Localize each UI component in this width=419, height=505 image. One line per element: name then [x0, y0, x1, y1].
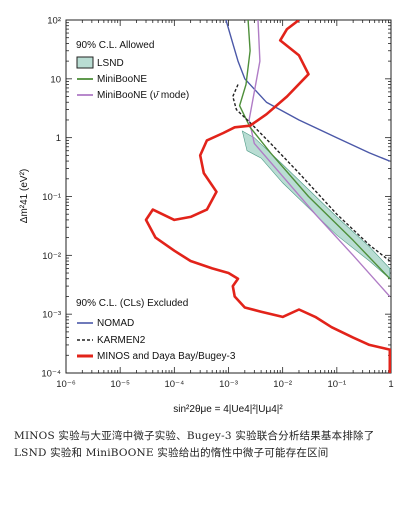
legend-miniboone-nubar-label: MiniBooNE (ν̄ mode) [97, 90, 189, 101]
x-tick-label: 10⁻¹ [327, 379, 346, 390]
legend-karmen2-label: KARMEN2 [97, 335, 146, 346]
y-tick-label: 1 [56, 133, 61, 144]
tick-marks [65, 19, 392, 374]
tick-labels: 10⁻⁶ 10⁻⁵ 10⁻⁴ 10⁻³ 10⁻² 10⁻¹ 1 10⁻⁴ 10⁻³ 10⁻² 10⁻… [41, 16, 393, 391]
x-tick-label: 10⁻⁶ [56, 379, 76, 390]
y-tick-label: 10⁻⁴ [41, 369, 61, 380]
minos-line [144, 20, 391, 373]
exclusion-plot: 10⁻⁶ 10⁻⁵ 10⁻⁴ 10⁻³ 10⁻² 10⁻¹ 1 10⁻⁴ 10⁻³ 10⁻² 10⁻… [19, 16, 394, 416]
y-axis-label: Δm²41 (eV²) [19, 169, 30, 223]
legend-allowed-title: 90% C.L. Allowed [76, 40, 154, 51]
legend-allowed: 90% C.L. Allowed LSND MiniBooNE MiniBooN… [76, 40, 189, 101]
miniboone-line [238, 20, 391, 280]
legend-minos-label: MINOS and Daya Bay/Bugey-3 [97, 351, 236, 362]
karmen2-line [232, 84, 391, 262]
x-tick-label: 10⁻³ [219, 379, 238, 390]
legend-lsnd-swatch [76, 56, 94, 69]
legend-excluded: 90% C.L. (CLs) Excluded NOMAD KARMEN2 MI… [76, 298, 236, 362]
y-tick-label: 10⁻¹ [42, 192, 61, 203]
legend-lsnd-label: LSND [97, 58, 124, 69]
legend-miniboone-label: MiniBooNE [97, 74, 147, 85]
x-tick-label: 10⁻² [273, 379, 292, 390]
y-tick-label: 10 [50, 74, 61, 85]
legend-nubar-pre: MiniBooNE ( [97, 90, 154, 101]
legend-nubar-nu: ν̄ [153, 90, 160, 101]
y-tick-label: 10² [47, 16, 61, 27]
x-tick-label: 1 [388, 379, 393, 390]
y-tick-label: 10⁻² [42, 251, 61, 262]
legend-nomad-label: NOMAD [97, 318, 134, 329]
x-axis-label: sin²2θμe = 4|Ue4|²|Uμ4|² [173, 404, 283, 415]
y-tick-label: 10⁻³ [42, 310, 61, 321]
nomad-line [225, 20, 391, 162]
figure-caption: MINOS 实验与大亚湾中微子实验、Bugey-3 实验联合分析结果基本排除了 … [14, 430, 375, 459]
x-tick-label: 10⁻⁵ [110, 379, 130, 390]
legend-nubar-post: mode) [158, 90, 189, 101]
legend-excluded-title: 90% C.L. (CLs) Excluded [76, 298, 188, 309]
x-tick-label: 10⁻⁴ [164, 379, 184, 390]
plot-frame [65, 19, 392, 374]
miniboone-nubar-line [248, 20, 391, 297]
